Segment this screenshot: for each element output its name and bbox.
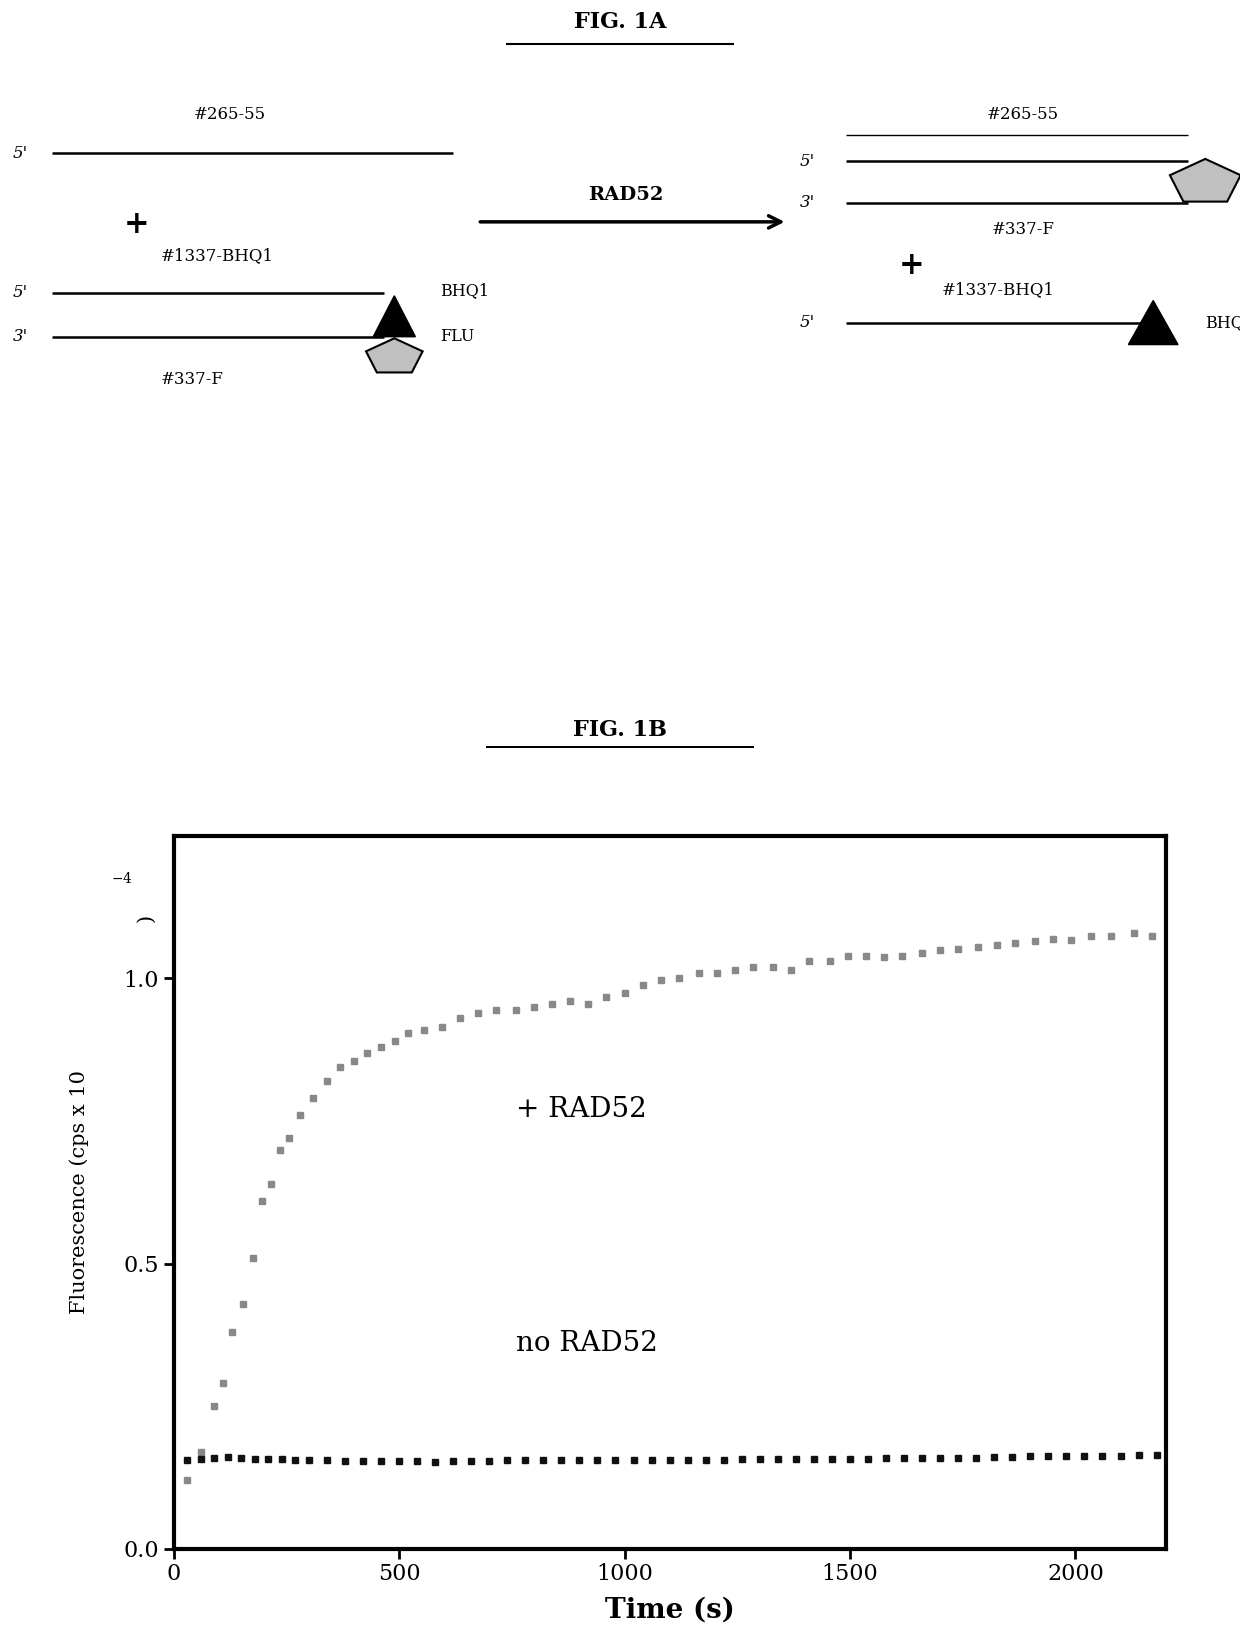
Text: 5': 5' xyxy=(800,152,815,170)
Polygon shape xyxy=(1128,300,1178,344)
Text: 3': 3' xyxy=(800,195,815,211)
Polygon shape xyxy=(366,338,423,372)
Text: #265-55: #265-55 xyxy=(193,105,265,123)
Text: FIG. 1A: FIG. 1A xyxy=(574,11,666,33)
X-axis label: Time (s): Time (s) xyxy=(605,1596,734,1624)
Text: #1337-BHQ1: #1337-BHQ1 xyxy=(941,280,1055,298)
Polygon shape xyxy=(373,295,415,336)
Text: #1337-BHQ1: #1337-BHQ1 xyxy=(160,247,274,264)
Text: Fluorescence (cps x 10: Fluorescence (cps x 10 xyxy=(69,1070,89,1314)
Text: + RAD52: + RAD52 xyxy=(516,1096,647,1123)
Text: 5': 5' xyxy=(800,315,815,331)
Text: no RAD52: no RAD52 xyxy=(516,1329,658,1357)
Text: 5': 5' xyxy=(12,284,27,302)
Polygon shape xyxy=(1169,159,1240,202)
Text: BHQ1: BHQ1 xyxy=(1205,315,1240,331)
Text: FIG. 1B: FIG. 1B xyxy=(573,720,667,741)
Text: RAD52: RAD52 xyxy=(589,187,663,205)
Text: BHQ1: BHQ1 xyxy=(440,282,490,300)
Text: #265-55: #265-55 xyxy=(987,105,1059,123)
Text: +: + xyxy=(124,208,149,239)
Text: 5': 5' xyxy=(12,144,27,162)
Text: #337-F: #337-F xyxy=(161,370,223,388)
Text: +: + xyxy=(899,251,924,282)
Text: 3': 3' xyxy=(12,328,27,346)
Text: $^{-4}$: $^{-4}$ xyxy=(112,874,133,892)
Text: #337-F: #337-F xyxy=(992,221,1054,238)
Text: ): ) xyxy=(136,915,155,923)
Text: FLU: FLU xyxy=(440,328,475,346)
